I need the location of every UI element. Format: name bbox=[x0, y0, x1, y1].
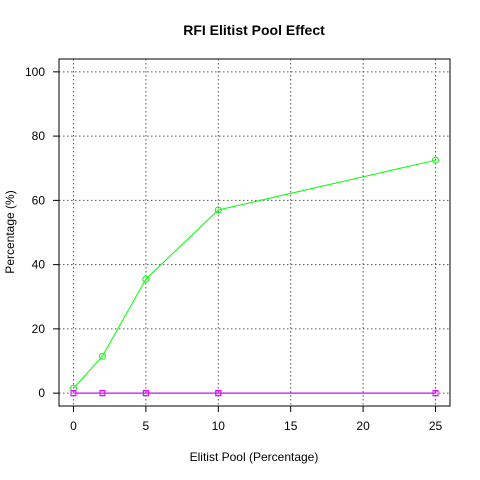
x-tick-label: 0 bbox=[70, 419, 77, 433]
y-tick-label: 40 bbox=[32, 258, 46, 272]
data-point bbox=[69, 384, 77, 392]
data-point bbox=[215, 390, 222, 397]
data-point bbox=[214, 206, 222, 214]
data-point bbox=[98, 352, 106, 360]
y-tick-label: 20 bbox=[32, 322, 46, 336]
series-group bbox=[69, 156, 440, 397]
x-tick-label: 5 bbox=[143, 419, 150, 433]
x-axis-label: Elitist Pool (Percentage) bbox=[190, 450, 319, 464]
y-axis: 0 20 40 60 80 100 bbox=[25, 65, 59, 400]
x-tick-label: 20 bbox=[356, 419, 370, 433]
x-tick-label: 25 bbox=[429, 419, 443, 433]
y-tick-label: 0 bbox=[38, 386, 45, 400]
chart-title: RFI Elitist Pool Effect bbox=[183, 22, 325, 38]
y-tick-label: 60 bbox=[32, 193, 46, 207]
data-point bbox=[99, 390, 106, 397]
data-point bbox=[432, 390, 439, 397]
data-point bbox=[142, 275, 150, 283]
x-axis: 0 5 10 15 20 25 bbox=[70, 406, 443, 433]
series-line bbox=[73, 159, 436, 389]
y-tick-label: 80 bbox=[32, 129, 46, 143]
y-axis-label: Percentage (%) bbox=[3, 190, 17, 273]
x-tick-label: 15 bbox=[284, 419, 298, 433]
y-tick-label: 100 bbox=[25, 65, 45, 79]
data-point bbox=[432, 156, 440, 164]
data-point bbox=[142, 390, 149, 397]
x-tick-label: 10 bbox=[212, 419, 226, 433]
grid-lines bbox=[59, 59, 450, 406]
plot-border bbox=[58, 58, 451, 407]
series-1 bbox=[69, 156, 440, 392]
data-point bbox=[70, 390, 77, 397]
series-3 bbox=[70, 390, 439, 397]
